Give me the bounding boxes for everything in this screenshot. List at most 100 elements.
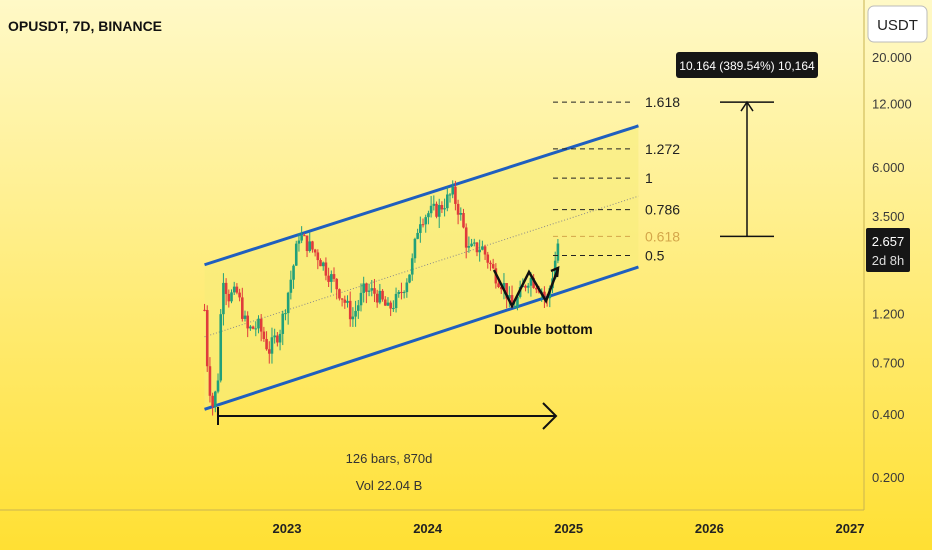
candle-body [238,292,241,298]
channel-midline [204,195,639,338]
candle-body [340,298,344,300]
candle-body [327,275,330,282]
candle-body [427,213,430,218]
candle-body [265,338,268,350]
time-axis[interactable]: 2023 2024 2025 2026 2027 [273,521,865,536]
candle-body [524,285,527,288]
candle-body [421,224,425,226]
candle-body [459,213,463,215]
candle-body [456,203,460,215]
candle-body [362,283,365,293]
double-bottom-arrowhead [550,266,560,278]
candle-body [432,203,436,206]
candle-body [475,242,479,253]
candle-body [464,227,468,248]
fib-level-label: 0.618 [645,228,680,244]
candle-body [343,299,347,303]
candle-body [335,278,339,290]
candle-body [502,283,506,290]
candle-body [273,335,276,338]
candle-body [532,277,535,288]
candle-body [359,292,363,306]
candle-body [424,217,428,225]
candle-body [397,291,401,294]
candle-body [483,246,487,255]
candle-body [499,287,503,290]
candle-body [205,310,209,367]
candle-body [267,349,271,354]
candle-body [413,238,417,259]
candle-body [222,282,225,315]
target-arrowhead [740,100,754,112]
candle-body [235,286,239,293]
candle-body [286,292,290,314]
candle-body [478,249,481,253]
candle-body [435,203,438,217]
candle-body [529,277,533,286]
candle-body [262,331,266,339]
currency-button-label: USDT [877,17,918,34]
channel-lower-line [204,265,639,411]
price-axis[interactable]: 20.000 12.000 6.000 3.500 1.200 0.700 0.400 0.2… [872,50,912,485]
current-price-value: 2.657 [872,234,905,249]
candle-body [254,328,258,330]
candle-body [462,213,465,228]
candle-body [251,326,255,329]
candle-body [467,246,471,248]
candle-body [311,241,314,250]
bar-countdown: 2d 8h [872,253,905,268]
candle-body [246,315,249,329]
candle-body [313,249,317,253]
candle-body [378,290,382,303]
candle-body [227,293,231,302]
candle-body [526,285,530,288]
candle-body [308,241,312,252]
candle-body [392,308,395,310]
candle-body [208,366,212,396]
candle-body [386,302,390,306]
candle-body [408,274,411,283]
time-tick-label: 2024 [413,521,443,536]
candle-body [303,235,306,237]
fib-level-label: 0.5 [645,247,665,263]
candle-body [440,205,444,210]
candle-body [481,246,484,250]
candle-body [516,296,519,307]
candle-body [543,291,546,298]
target-label-box [676,52,818,78]
fib-level-label: 1.272 [645,141,680,157]
range-arrowhead [542,402,558,430]
candle-body [216,380,220,392]
candle-body [354,310,357,317]
current-price-tag: 2.657 2d 8h [866,228,910,272]
candle-body [437,205,441,217]
price-tick-label: 0.200 [872,470,905,485]
price-tick-label: 1.200 [872,307,905,322]
candle-body [448,194,452,196]
candle-body [383,299,387,306]
candle-body [356,305,360,311]
double-bottom-pattern [492,268,560,309]
candle-body [284,313,287,315]
candle-body [259,318,263,332]
price-tick-label: 20.000 [872,50,912,65]
candle-body [224,282,228,294]
candle-body [257,318,260,329]
candle-layer [203,180,560,416]
symbol-title[interactable]: OPUSDT, 7D, BINANCE [8,18,162,34]
candle-body [338,289,341,299]
candle-body [394,293,398,309]
time-tick-label: 2025 [554,521,583,536]
price-tick-label: 0.700 [872,356,905,371]
candle-body [486,254,490,263]
candle-body [300,235,303,241]
currency-button[interactable]: USDT [867,5,928,43]
candle-body [219,314,223,381]
channel-fill [204,125,639,410]
candle-body [294,243,298,266]
candle-body [365,283,368,292]
candle-body [491,264,495,269]
candle-body [289,279,293,293]
candle-body [454,186,457,204]
